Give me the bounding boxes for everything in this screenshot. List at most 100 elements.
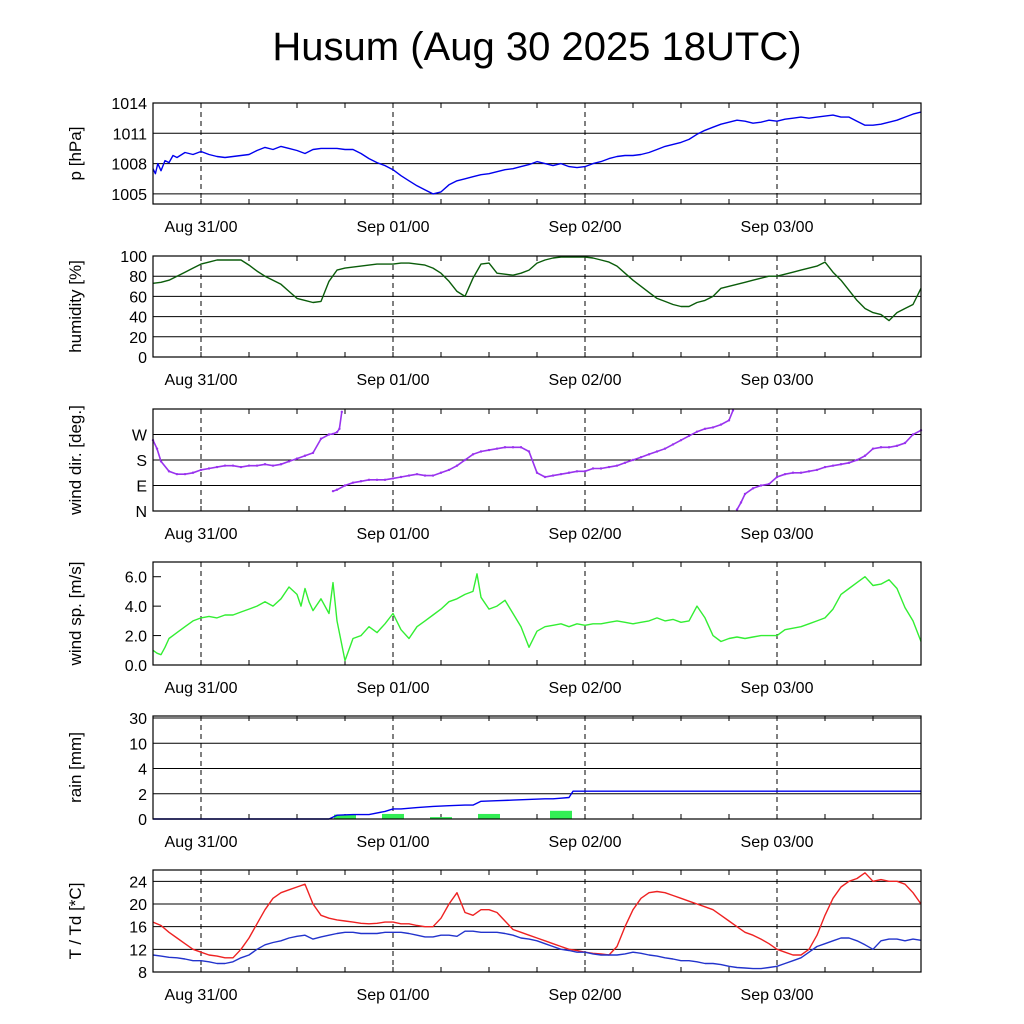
rain-bar (550, 810, 572, 819)
wind-direction-point (511, 446, 515, 449)
wind-direction-point (631, 458, 635, 462)
pressure-frame (152, 102, 922, 205)
humidity-frame (152, 255, 922, 358)
wind-direction-point (567, 471, 571, 474)
wind-direction-point (319, 437, 323, 440)
wind-direction-point (343, 484, 347, 487)
wind-direction-point (847, 461, 851, 465)
wind-direction-point (331, 489, 335, 493)
wind-direction-point (807, 470, 811, 473)
wind-direction-point (167, 470, 171, 473)
wind-direction-point (607, 465, 611, 469)
pressure-y-tick-label: 1014 (111, 96, 147, 113)
temperature-y-axis-label: T / Td [*C] (66, 883, 85, 960)
wind-direction-point (338, 427, 341, 431)
wind-direction-x-tick-label: Sep 01/00 (357, 526, 430, 543)
wind-speed-frame (152, 561, 922, 666)
rain-x-tick-label: Aug 31/00 (165, 834, 238, 851)
wind-direction-point (331, 432, 335, 436)
wind-direction-point (695, 430, 699, 433)
rain-x-tick-label: Sep 02/00 (549, 834, 622, 851)
wind-direction-point (775, 475, 779, 479)
temperature-x-tick-label: Sep 03/00 (741, 987, 814, 1004)
humidity-panel: 100 80 60 40 20 0 Aug 31/00 Sep 01/00 Sep 02/00 S… (66, 249, 922, 389)
rain-y-tick-label: 4 (138, 762, 147, 779)
wind-direction-point (455, 464, 459, 467)
wind-direction-point (791, 471, 795, 474)
wind-direction-point (727, 419, 731, 422)
pressure-x-tick-label: Sep 01/00 (357, 219, 430, 236)
wind-speed-panel: 6.0 4.0 2.0 0.0 Aug 31/00 Sep 01/00 Sep 02/00 S… (66, 561, 922, 697)
wind-direction-series (332, 410, 734, 492)
chart-title: Husum (Aug 30 2025 18UTC) (272, 25, 801, 69)
wind-direction-point (439, 471, 443, 474)
wind-direction-point (295, 457, 299, 460)
wind-direction-point (383, 478, 387, 482)
rain-bar (334, 814, 356, 819)
wind-direction-point (391, 477, 395, 480)
wind-direction-point (599, 467, 603, 470)
humidity-humidity-line (152, 256, 922, 322)
wind-direction-point (155, 447, 159, 450)
wind-direction-point (783, 472, 787, 476)
rain-y-axis-label: rain [mm] (66, 732, 85, 803)
wind-direction-point (815, 468, 819, 472)
humidity-x-tick-label: Sep 03/00 (741, 372, 814, 389)
wind-direction-point (591, 467, 595, 470)
wind-direction-point (159, 460, 163, 463)
pressure-y-tick-label: 1011 (113, 126, 148, 143)
wind-direction-point (431, 474, 435, 477)
wind-direction-point (679, 438, 683, 442)
rain-panel: 30 10 4 2 0 Aug 31/00 Sep 01/00 Sep 02/00 Sep 03… (66, 711, 922, 851)
wind-direction-x-tick-label: Aug 31/00 (165, 526, 238, 543)
wind-direction-point (767, 482, 771, 486)
wind-direction-y-tick-label: E (136, 479, 147, 496)
rain-y-tick-label: 2 (138, 787, 147, 804)
wind-direction-point (503, 446, 507, 449)
wind-direction-point (327, 433, 331, 436)
temperature-y-tick-label: 20 (129, 897, 147, 914)
wind-direction-point (359, 480, 363, 483)
temperature-x-tick-label: Aug 31/00 (165, 987, 238, 1004)
wind-speed-y-tick-label: 2.0 (125, 629, 147, 646)
wind-direction-point (831, 464, 835, 467)
humidity-y-tick-label: 20 (129, 330, 147, 347)
wind-speed-y-tick-label: 6.0 (125, 570, 147, 587)
wind-direction-point (271, 464, 275, 467)
wind-direction-series (152, 411, 343, 476)
rain-bar (430, 817, 452, 819)
humidity-y-tick-label: 80 (129, 269, 147, 286)
wind-direction-point (223, 464, 227, 467)
temperature-frame (152, 869, 922, 973)
wind-direction-point (375, 478, 379, 482)
wind-direction-point (340, 410, 343, 414)
temperature-dewpoint-line (152, 930, 922, 970)
wind-direction-point (583, 470, 587, 473)
wind-direction-point (871, 447, 875, 450)
temperature-y-tick-label: 8 (138, 965, 147, 982)
wind-speed-y-tick-label: 0.0 (125, 658, 147, 675)
wind-direction-point (423, 474, 427, 477)
wind-direction-point (731, 409, 735, 412)
wind-direction-point (311, 451, 315, 455)
wind-direction-point (519, 446, 523, 449)
humidity-x-tick-label: Sep 02/00 (549, 372, 622, 389)
wind-direction-point (703, 427, 707, 431)
wind-speed-y-tick-label: 4.0 (125, 599, 147, 616)
rain-bar (382, 813, 404, 819)
wind-direction-point (479, 450, 483, 453)
wind-direction-point (615, 464, 619, 467)
rain-bar (478, 813, 500, 819)
wind-direction-x-tick-label: Sep 02/00 (549, 526, 622, 543)
wind-direction-point (287, 460, 291, 463)
wind-direction-point (279, 463, 283, 466)
temperature-x-tick-label: Sep 01/00 (357, 987, 430, 1004)
pressure-y-tick-label: 1005 (111, 187, 147, 204)
wind-direction-point (903, 441, 907, 445)
wind-direction-point (739, 501, 743, 504)
wind-speed-x-tick-label: Sep 02/00 (549, 680, 622, 697)
wind-direction-point (407, 474, 411, 477)
wind-direction-point (911, 433, 915, 436)
pressure-y-tick-label: 1008 (111, 157, 147, 174)
temperature-y-tick-label: 12 (129, 942, 147, 959)
